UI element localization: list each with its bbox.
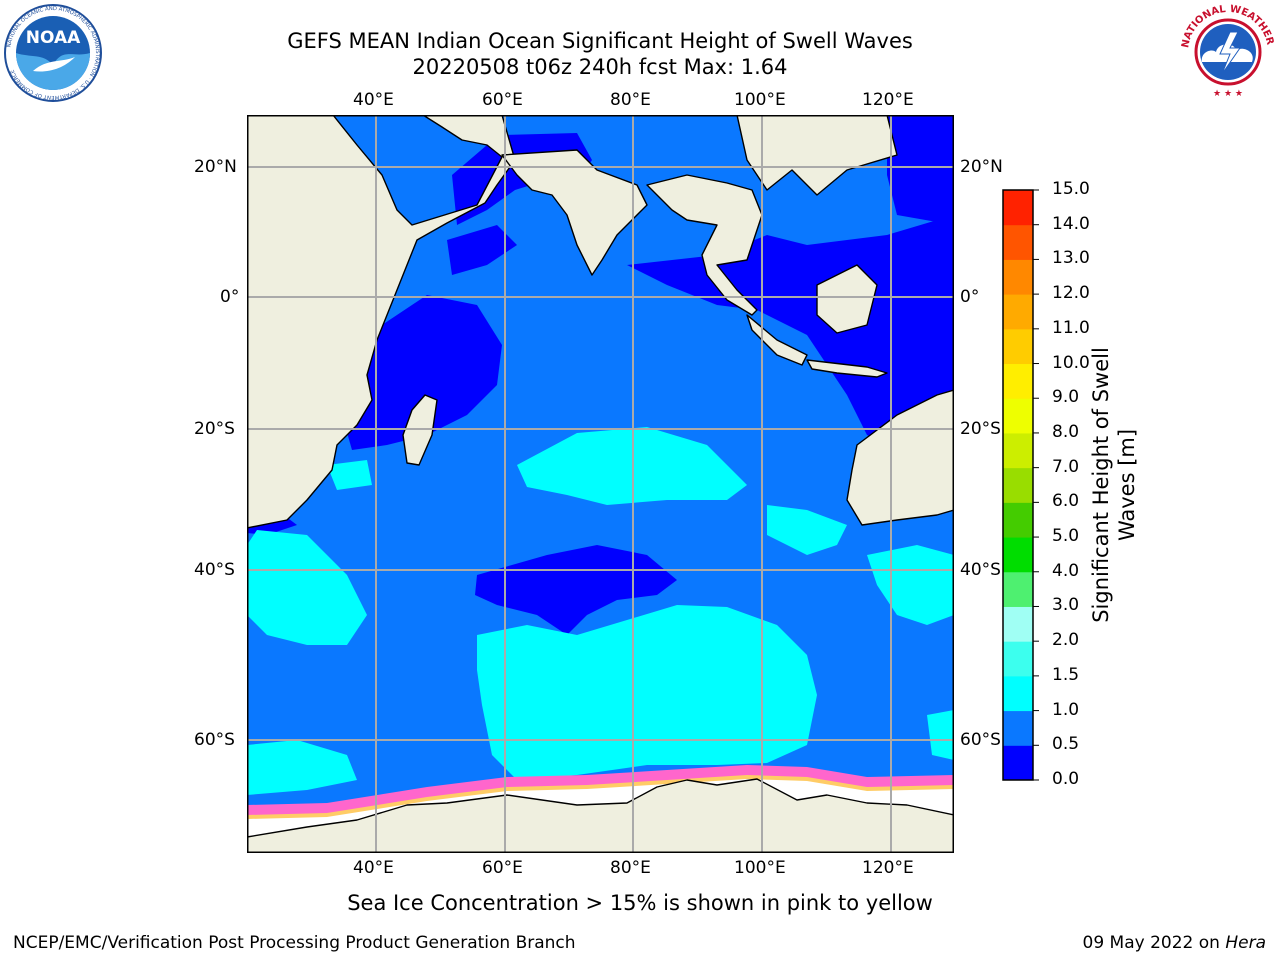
colorbar-tick-label: 6.0 (1052, 491, 1080, 512)
colorbar-swatch (1003, 467, 1033, 503)
lat-label-left: 20°S (194, 419, 235, 439)
colorbar-tick-label: 11.0 (1052, 317, 1090, 338)
graticule (247, 115, 954, 853)
colorbar-swatch (1003, 571, 1033, 607)
footer-date-text: 09 May 2022 on (1082, 933, 1226, 953)
colorbar (1002, 189, 1039, 781)
lon-label-top: 80°E (610, 90, 651, 110)
colorbar-swatch (1003, 606, 1033, 642)
noaa-logo: NOAA NATIONAL OCEANIC AND ATMOSPHERIC AD… (4, 4, 102, 102)
map-panel (247, 115, 954, 853)
swell-mid-regions (247, 427, 954, 795)
footer-host: Hera (1225, 933, 1266, 953)
colorbar-swatch (1003, 363, 1033, 399)
colorbar-swatch (1003, 224, 1033, 260)
lat-label-left: 0° (220, 287, 240, 307)
lon-label-bottom: 40°E (353, 858, 394, 878)
nws-logo: NATIONAL WEATHER SERVICE ★ ★ ★ (1178, 4, 1276, 99)
lon-label-top: 60°E (482, 90, 523, 110)
colorbar-swatch (1003, 675, 1033, 712)
lon-label-top: 40°E (353, 90, 394, 110)
lat-label-right: 60°S (960, 730, 1001, 750)
colorbar-frame (1002, 189, 1034, 781)
colorbar-swatch (1003, 190, 1033, 226)
colorbar-swatch (1003, 641, 1033, 677)
colorbar-tick-label: 10.0 (1052, 352, 1090, 373)
colorbar-swatch (1003, 328, 1033, 365)
colorbar-swatch (1003, 745, 1033, 781)
colorbar-swatch (1003, 398, 1033, 434)
colorbar-label-line1: Significant Height of Swell (1089, 347, 1113, 623)
colorbar-tick-label: 0.5 (1052, 734, 1080, 755)
nws-star-icon: ★ ★ ★ (1213, 89, 1243, 99)
colorbar-tick-label: 3.0 (1052, 595, 1080, 616)
colorbar-swatch (1003, 432, 1033, 469)
colorbar-swatch (1003, 259, 1033, 295)
lat-label-left: 20°N (194, 157, 237, 177)
colorbar-label: Significant Height of Swell Waves [m] (1088, 347, 1140, 623)
colorbar-tick-label: 2.0 (1052, 630, 1080, 651)
colorbar-swatch (1003, 502, 1033, 538)
colorbar-label-line2: Waves [m] (1115, 428, 1139, 542)
colorbar-tick-label: 0.0 (1052, 769, 1080, 789)
colorbar-tick-label: 1.0 (1052, 699, 1080, 720)
colorbar-tick-label: 12.0 (1052, 283, 1090, 304)
colorbar-tick-label: 14.0 (1052, 213, 1090, 234)
colorbar-tick-label: 1.5 (1052, 664, 1080, 685)
lon-label-top: 100°E (734, 90, 786, 110)
colorbar-tick-label: 8.0 (1052, 421, 1080, 442)
colorbar-tick-label: 5.0 (1052, 526, 1080, 547)
chart-subtitle: 20220508 t06z 240h fcst Max: 1.64 (412, 55, 788, 79)
colorbar-swatch (1003, 537, 1033, 573)
footer-date: 09 May 2022 on Hera (1083, 933, 1267, 953)
colorbar-swatch (1003, 710, 1033, 746)
lon-label-top: 120°E (862, 90, 914, 110)
lon-label-bottom: 100°E (734, 858, 786, 878)
colorbar-tick-label: 9.0 (1052, 387, 1080, 408)
colorbar-swatch (1003, 294, 1033, 330)
footer-credit: NCEP/EMC/Verification Post Processing Pr… (13, 933, 576, 953)
noaa-logo-text: NOAA (26, 28, 81, 48)
lat-label-right: 20°N (960, 157, 1003, 177)
lon-label-bottom: 80°E (610, 858, 651, 878)
lat-label-right: 0° (960, 287, 980, 307)
map-frame (247, 115, 954, 853)
lat-label-right: 20°S (960, 419, 1001, 439)
sea-ice-note: Sea Ice Concentration > 15% is shown in … (347, 891, 933, 915)
colorbar-tick-label: 4.0 (1052, 560, 1080, 581)
colorbar-tick-label: 7.0 (1052, 456, 1080, 477)
chart-title: GEFS MEAN Indian Ocean Significant Heigh… (287, 29, 913, 53)
lat-label-left: 40°S (194, 560, 235, 580)
lon-label-bottom: 60°E (482, 858, 523, 878)
lat-label-left: 60°S (194, 730, 235, 750)
colorbar-tick-label: 13.0 (1052, 248, 1090, 269)
land-masses (247, 115, 954, 853)
lat-label-right: 40°S (960, 560, 1001, 580)
lon-label-bottom: 120°E (862, 858, 914, 878)
colorbar-tick-label: 15.0 (1052, 179, 1090, 199)
